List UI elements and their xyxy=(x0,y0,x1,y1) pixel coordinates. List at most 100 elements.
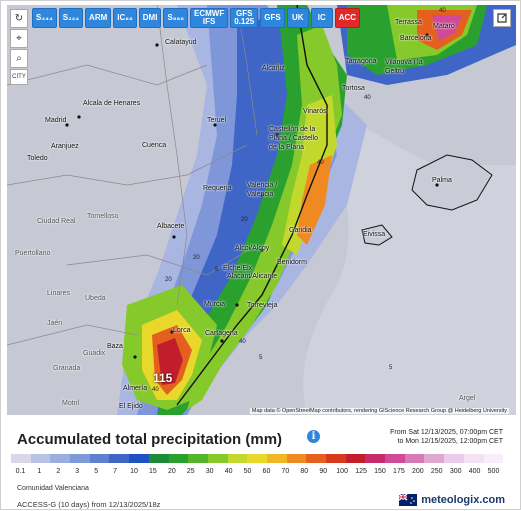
contour-label: 20 xyxy=(165,277,172,283)
scale-tick: 0.1 xyxy=(15,468,26,475)
model-button[interactable]: ACC xyxy=(334,8,361,28)
zoom-icon[interactable]: ⌕ xyxy=(10,49,28,68)
scale-swatch xyxy=(30,454,51,463)
scale-swatch xyxy=(286,454,307,463)
scale-swatch xyxy=(266,454,287,463)
contour-label: 40 xyxy=(239,339,246,345)
model-button[interactable]: S₂₂₄ xyxy=(58,8,84,28)
scale-tick: 500 xyxy=(487,468,500,475)
city-label: Murcia xyxy=(204,301,226,308)
model-button[interactable]: DMI xyxy=(138,8,162,28)
scale-swatch xyxy=(326,454,346,463)
scale-swatch xyxy=(89,454,110,463)
city-label: Calatayud xyxy=(165,39,197,46)
model-button[interactable]: IC₈₈ xyxy=(113,8,137,28)
model-button[interactable]: UK xyxy=(286,8,309,28)
city-label: Cuenca xyxy=(142,142,167,149)
date-range: From Sat 12/13/2025, 07:00pm CET to Mon … xyxy=(390,428,503,446)
refresh-icon[interactable]: ↻ xyxy=(10,9,28,28)
city-label: Alcañiz xyxy=(262,65,285,72)
city-label: Ciudad Real xyxy=(37,218,76,225)
scale-swatch xyxy=(188,454,208,463)
city-label: Aranjuez xyxy=(51,143,79,150)
brand[interactable]: meteologix.com xyxy=(399,494,505,506)
scale-tick: 15 xyxy=(149,468,157,475)
contour-label: 5 xyxy=(389,365,393,371)
map-canvas xyxy=(7,5,516,415)
scale-tick: 25 xyxy=(186,468,195,475)
contour-label: 40 xyxy=(439,8,446,14)
city-label: Alcala de Henares xyxy=(83,100,141,107)
scale-swatch xyxy=(227,454,248,463)
scale-swatch xyxy=(463,454,484,463)
model-button[interactable]: IC xyxy=(310,8,333,28)
city-label: Requena xyxy=(203,185,232,192)
city-toggle-button[interactable]: CITY xyxy=(10,69,28,85)
scale-tick: 150 xyxy=(374,468,386,475)
scale-tick: 125 xyxy=(355,468,367,475)
city-label: Albacete xyxy=(157,223,185,230)
scale-swatch xyxy=(207,454,228,463)
city-label: Toledo xyxy=(27,155,48,162)
date-from: From Sat 12/13/2025, 07:00pm CET xyxy=(390,429,503,436)
region-name: Comunidad Valenciana xyxy=(17,485,89,492)
scale-swatch xyxy=(11,454,31,463)
city-label: Tomelloso xyxy=(87,213,119,220)
info-icon[interactable]: i xyxy=(307,430,320,443)
city-label: Benidorm xyxy=(277,259,307,266)
scale-tick: 175 xyxy=(393,468,405,475)
city-label: Cartagena xyxy=(205,330,238,337)
model-button[interactable]: S₈₈₈ xyxy=(163,8,189,28)
map-attribution[interactable]: Map data © OpenStreetMap contributors, r… xyxy=(249,408,509,414)
max-precip-label: 115 xyxy=(153,371,173,385)
city-label: Terrassa xyxy=(395,19,422,26)
scale-swatch xyxy=(385,454,405,463)
city-label: Alcoi/Alcoy xyxy=(235,245,270,252)
scale-tick: 250 xyxy=(430,468,443,475)
model-button[interactable]: GFS 0.125 xyxy=(230,8,259,28)
city-label: Alacant/Alicante xyxy=(227,273,278,280)
city-label: Elche/Elx xyxy=(223,265,253,272)
scale-tick: 50 xyxy=(243,468,252,475)
scale-swatch xyxy=(444,454,464,463)
scale-swatch xyxy=(70,454,90,463)
scale-swatch xyxy=(109,454,130,463)
model-button[interactable]: GFS xyxy=(260,8,285,28)
location-icon[interactable]: ⌖ xyxy=(10,29,28,48)
scale-swatch xyxy=(50,454,71,463)
scale-tick: 400 xyxy=(468,468,481,475)
scale-tick: 2 xyxy=(56,468,61,475)
scale-swatch xyxy=(345,454,366,463)
scale-swatch xyxy=(404,454,425,463)
model-button[interactable]: ECMWF IFS xyxy=(190,8,229,28)
city-label: Motril xyxy=(62,400,80,407)
model-run-info: ACCESS-G (10 days) from 12/13/2025/18z xyxy=(17,500,161,509)
scale-swatch xyxy=(424,454,445,463)
contour-label: 40 xyxy=(152,387,159,393)
scale-ticks: 0.1 1 2 3 5 7 10 15 20 25 30 40 50 60 70 80 90 100 125 150 1… xyxy=(11,468,503,478)
city-label: Vinaròs xyxy=(303,108,327,115)
model-button[interactable]: S₄₄₄ xyxy=(32,8,57,28)
model-button[interactable]: ARM xyxy=(85,8,112,28)
city-label: Teruel xyxy=(207,117,227,124)
scale-tick: 90 xyxy=(319,468,328,475)
contour-label: 40 xyxy=(317,160,324,166)
scale-tick: 80 xyxy=(300,468,309,475)
city-label: Argel xyxy=(459,395,476,402)
scale-tick: 10 xyxy=(130,468,138,475)
scale-tick: 300 xyxy=(449,468,462,475)
precipitation-map[interactable]: Calatayud Alcala de Henares Madrid Toled… xyxy=(7,5,516,415)
scale-tick: 60 xyxy=(262,468,271,475)
city-label: Ubeda xyxy=(85,295,106,302)
expand-icon[interactable] xyxy=(493,9,511,27)
city-label: Mataró xyxy=(433,23,455,30)
legend-title: Accumulated total precipitation (mm) xyxy=(17,431,283,448)
city-label: Tortosa xyxy=(342,85,365,92)
city-label: Castellón de la Plana / Castello de la P… xyxy=(269,126,319,151)
city-label: El Ejido xyxy=(119,403,143,410)
scale-tick: 3 xyxy=(75,468,80,475)
scale-tick: 200 xyxy=(411,468,424,475)
city-label: Vilanova i la Geltrú xyxy=(385,59,423,75)
city-label: Barcelona xyxy=(400,35,432,42)
